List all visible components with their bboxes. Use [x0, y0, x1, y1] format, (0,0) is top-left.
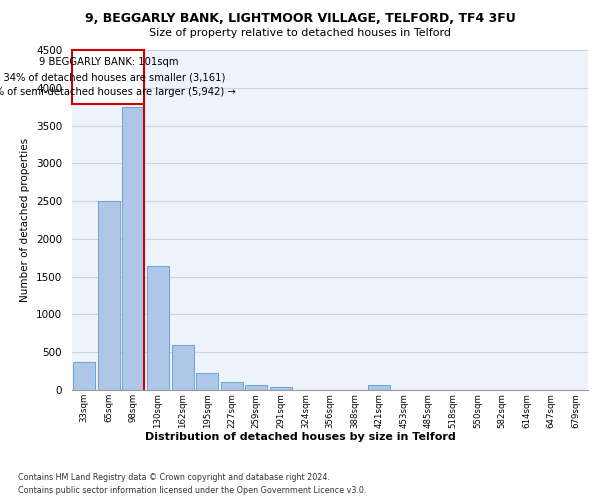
Bar	[368, 385, 390, 390]
Bar	[245, 386, 268, 390]
Text: ← 34% of detached houses are smaller (3,161): ← 34% of detached houses are smaller (3,…	[0, 73, 225, 83]
Bar	[221, 382, 243, 390]
Bar	[172, 346, 194, 390]
Text: 65% of semi-detached houses are larger (5,942) →: 65% of semi-detached houses are larger (…	[0, 88, 235, 98]
Bar	[73, 362, 95, 390]
Text: Size of property relative to detached houses in Telford: Size of property relative to detached ho…	[149, 28, 451, 38]
Text: Contains public sector information licensed under the Open Government Licence v3: Contains public sector information licen…	[18, 486, 367, 495]
Bar	[147, 266, 169, 390]
Text: 9 BEGGARLY BANK: 101sqm: 9 BEGGARLY BANK: 101sqm	[39, 57, 178, 67]
Text: Contains HM Land Registry data © Crown copyright and database right 2024.: Contains HM Land Registry data © Crown c…	[18, 472, 330, 482]
Y-axis label: Number of detached properties: Number of detached properties	[20, 138, 31, 302]
FancyBboxPatch shape	[73, 50, 145, 104]
Bar	[196, 374, 218, 390]
Bar	[98, 201, 120, 390]
Bar	[270, 386, 292, 390]
Text: Distribution of detached houses by size in Telford: Distribution of detached houses by size …	[145, 432, 455, 442]
Text: 9, BEGGARLY BANK, LIGHTMOOR VILLAGE, TELFORD, TF4 3FU: 9, BEGGARLY BANK, LIGHTMOOR VILLAGE, TEL…	[85, 12, 515, 26]
Bar	[122, 106, 145, 390]
